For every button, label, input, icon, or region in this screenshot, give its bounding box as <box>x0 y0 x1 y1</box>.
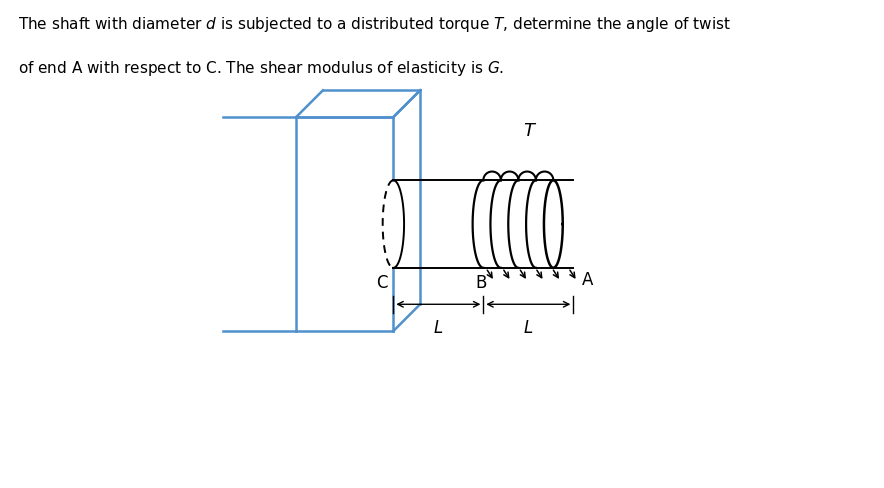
Text: T: T <box>522 122 534 140</box>
Text: of end A with respect to C. The shear modulus of elasticity is $G$.: of end A with respect to C. The shear mo… <box>18 59 504 78</box>
Text: The shaft with diameter $d$ is subjected to a distributed torque $T$, determine : The shaft with diameter $d$ is subjected… <box>18 15 730 34</box>
Text: C: C <box>376 273 387 291</box>
Text: A: A <box>582 271 593 288</box>
Text: L: L <box>523 318 533 336</box>
Text: B: B <box>476 273 486 291</box>
Text: L: L <box>434 318 443 336</box>
